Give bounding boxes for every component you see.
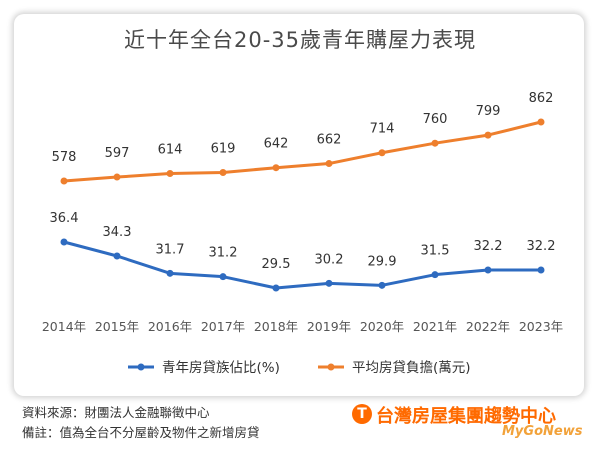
orange-point-4 [272, 164, 280, 172]
orange-point-1 [113, 173, 121, 181]
orange-point-0 [60, 177, 68, 185]
orange-data-label-6: 714 [370, 122, 395, 137]
orange-data-label-4: 642 [264, 137, 289, 152]
x-tick-label-6: 2020年 [360, 319, 404, 334]
blue-point-2 [166, 269, 174, 277]
blue-point-3 [219, 273, 227, 281]
orange-point-2 [166, 170, 174, 178]
remark-note: 備註：值為全台不分屋齡及物件之新增房貸 [22, 425, 260, 440]
blue-data-label-5: 30.2 [315, 252, 344, 267]
brand-name: 台灣房屋集團趨勢中心 [376, 406, 556, 427]
x-tick-label-1: 2015年 [95, 319, 139, 334]
blue-point-0 [60, 238, 68, 246]
x-tick-label-8: 2022年 [466, 319, 510, 334]
orange-data-label-2: 614 [158, 143, 183, 158]
orange-point-3 [219, 168, 227, 176]
blue-data-label-6: 29.9 [368, 254, 397, 269]
orange-point-6 [378, 149, 386, 157]
orange-data-label-9: 862 [529, 91, 554, 106]
blue-point-1 [113, 252, 121, 260]
blue-point-7 [431, 271, 439, 279]
orange-point-7 [431, 139, 439, 147]
brand-logo-icon: T [352, 404, 372, 424]
blue-data-label-4: 29.5 [262, 257, 291, 272]
orange-legend-label: 平均房貸負擔(萬元) [352, 360, 471, 376]
blue-point-9 [537, 266, 545, 274]
orange-data-label-1: 597 [105, 146, 130, 161]
x-tick-label-3: 2017年 [201, 319, 245, 334]
blue-data-label-9: 32.2 [527, 239, 556, 254]
orange-legend-marker [327, 363, 335, 371]
blue-data-label-1: 34.3 [103, 225, 132, 240]
x-tick-label-0: 2014年 [42, 319, 86, 334]
orange-point-9 [537, 118, 545, 126]
x-tick-label-2: 2016年 [148, 319, 192, 334]
x-tick-label-9: 2023年 [519, 319, 563, 334]
x-tick-label-5: 2019年 [307, 319, 351, 334]
x-tick-label-7: 2021年 [413, 319, 457, 334]
orange-point-8 [484, 131, 492, 139]
blue-point-4 [272, 284, 280, 292]
orange-point-5 [325, 160, 333, 168]
blue-data-label-0: 36.4 [50, 211, 79, 226]
chart-title: 近十年全台20-35歲青年購屋力表現 [123, 28, 477, 52]
orange-data-label-8: 799 [476, 104, 501, 119]
chart-card [14, 14, 584, 396]
brand-mark: T 台灣房屋集團趨勢中心 MyGoNews [352, 398, 582, 442]
blue-point-5 [325, 279, 333, 287]
blue-point-8 [484, 266, 492, 274]
x-tick-label-4: 2018年 [254, 319, 298, 334]
blue-series-line [63, 240, 541, 290]
blue-legend-label: 青年房貸族佔比(%) [162, 360, 280, 376]
orange-data-label-7: 760 [423, 112, 448, 127]
blue-data-label-7: 31.5 [421, 244, 450, 259]
blue-data-label-8: 32.2 [474, 239, 503, 254]
orange-data-label-3: 619 [211, 141, 236, 156]
blue-point-6 [378, 281, 386, 289]
blue-data-label-2: 31.7 [156, 242, 185, 257]
orange-data-label-0: 578 [52, 150, 77, 165]
blue-data-label-3: 31.2 [209, 246, 238, 261]
orange-data-label-5: 662 [317, 133, 342, 148]
orange-series-line [63, 120, 542, 183]
source-note: 資料來源：財團法人金融聯徵中心 [22, 405, 210, 420]
blue-legend-marker [137, 363, 145, 371]
site-watermark: MyGoNews [502, 424, 583, 439]
